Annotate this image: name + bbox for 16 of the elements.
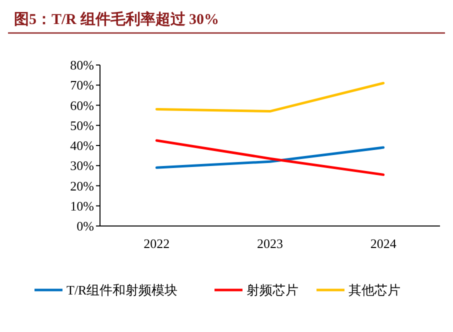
y-tick-label: 20% — [70, 178, 94, 194]
y-tick-label: 50% — [70, 118, 94, 133]
legend-label: T/R组件和射频模块 — [66, 282, 178, 298]
chart-title: 图5：T/R 组件毛利率超过 30% — [14, 10, 220, 28]
y-tick-label: 40% — [70, 138, 94, 153]
x-tick-label: 2023 — [257, 236, 283, 251]
legend-label: 其他芯片 — [348, 282, 400, 298]
y-tick-label: 0% — [76, 218, 94, 234]
y-tick-label: 80% — [70, 58, 94, 72]
x-tick-label: 2024 — [370, 236, 397, 251]
y-tick-label: 70% — [70, 78, 94, 93]
x-tick-label: 2022 — [144, 236, 170, 251]
legend-label: 射频芯片 — [246, 282, 298, 298]
y-tick-label: 60% — [70, 98, 94, 113]
y-tick-label: 30% — [70, 158, 94, 174]
y-tick-label: 10% — [70, 198, 94, 214]
